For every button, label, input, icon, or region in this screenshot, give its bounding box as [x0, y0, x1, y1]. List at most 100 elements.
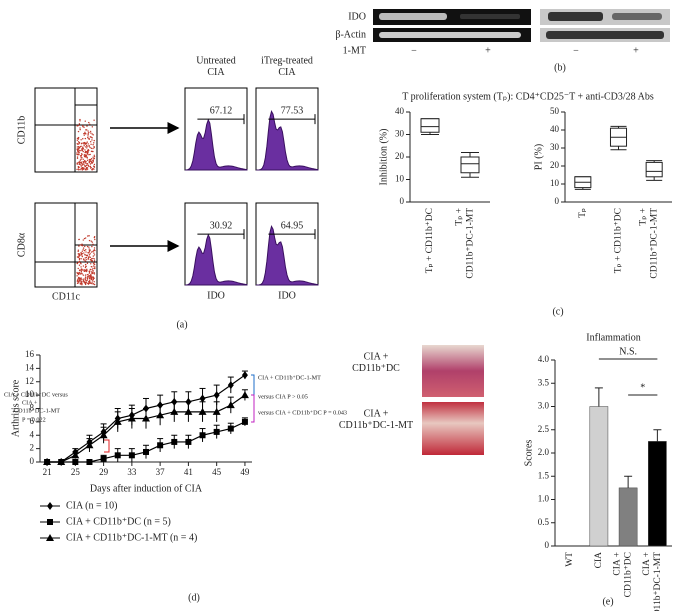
cell-dot [80, 156, 82, 158]
cell-dot [87, 251, 89, 254]
cell-dot [83, 252, 85, 254]
cell-dot [84, 274, 87, 276]
histogram [256, 225, 319, 286]
cell-dot [86, 273, 89, 276]
cell-dot [84, 263, 87, 266]
cell-dot [83, 237, 86, 240]
cell-dot [76, 157, 79, 159]
cell-dot [88, 280, 90, 283]
band [546, 31, 664, 39]
bar [618, 487, 638, 547]
cell-dot [80, 154, 83, 157]
cell-dot [89, 130, 92, 133]
y-tick-label: 30 [550, 142, 560, 152]
cell-dot [88, 246, 90, 248]
cell-dot [92, 265, 95, 267]
legend-label: CIA + CD11b⁺DC-1-MT (n = 4) [66, 532, 197, 543]
cell-dot [88, 277, 91, 280]
x-label: IDO [207, 290, 225, 301]
marker [143, 448, 149, 455]
cell-dot [85, 258, 87, 261]
cell-dot [93, 262, 95, 264]
cell-dot [91, 281, 94, 283]
cell-dot [82, 150, 84, 153]
marker [185, 438, 192, 445]
cell-dot [89, 282, 91, 284]
cell-dot [79, 120, 81, 122]
band [548, 12, 603, 21]
cell-dot [76, 152, 78, 154]
cell-dot [93, 271, 95, 274]
cell-dot [93, 163, 96, 166]
cell-dot [90, 136, 92, 138]
cell-dot [89, 167, 92, 169]
x-tick-label: CIA +CD11b⁺DC-1-MT [642, 552, 663, 611]
cell-dot [91, 150, 94, 153]
cell-dot [93, 119, 95, 121]
histogram [184, 118, 248, 171]
lane-label: + [485, 45, 491, 56]
cell-dot [78, 260, 81, 263]
cell-dot [86, 152, 89, 155]
cell-dot [80, 277, 83, 279]
x-tick-label: 21 [43, 467, 52, 477]
y-tick-label: 8 [30, 403, 35, 413]
cell-dot [93, 154, 95, 156]
cell-dot [83, 278, 85, 280]
cell-dot [90, 158, 93, 160]
cell-dot [76, 163, 79, 165]
cell-dot [85, 142, 88, 145]
cell-dot [81, 284, 83, 286]
cell-dot [76, 275, 78, 277]
band [379, 32, 521, 38]
cell-dot [77, 138, 80, 140]
cell-dot [82, 279, 85, 282]
cell-dot [84, 283, 87, 286]
cell-dot [78, 264, 81, 266]
cell-dot [93, 283, 96, 286]
cell-dot [84, 278, 87, 280]
marker [72, 459, 79, 465]
cell-dot [93, 145, 95, 148]
cell-dot [76, 271, 78, 274]
y-tick-label: 2.5 [538, 424, 550, 434]
cell-dot [92, 159, 94, 162]
cell-dot [77, 277, 80, 279]
cell-dot [77, 162, 79, 164]
cell-dot [90, 263, 92, 265]
lane-label: + [633, 45, 639, 56]
y-axis-label: Scores [523, 440, 534, 467]
annotation: N.S. [619, 346, 637, 357]
cell-dot [84, 260, 87, 262]
panel-title: T proliferation system (Tₚ): CD4⁺CD25⁻T … [402, 91, 654, 102]
cell-dot [90, 277, 93, 279]
marker [170, 407, 179, 415]
x-tick-label: Tₚ +CD11b⁺DC-1-MT [639, 208, 660, 279]
cell-dot [77, 153, 80, 156]
y-tick-label: 50 [550, 106, 560, 116]
y-tick-label: 20 [550, 160, 560, 170]
cell-dot [92, 250, 94, 253]
cell-dot [91, 139, 93, 141]
x-tick-label: 41 [184, 467, 193, 477]
cell-dot [79, 244, 81, 246]
x-tick-label: 25 [71, 467, 81, 477]
cell-dot [93, 273, 96, 275]
cell-dot [78, 161, 81, 163]
cell-dot [82, 265, 85, 267]
marker [157, 442, 164, 449]
cell-dot [89, 256, 92, 258]
cell-dot [88, 271, 91, 273]
panel-label: (a) [176, 319, 187, 330]
cell-dot [82, 158, 84, 160]
cell-dot [82, 138, 84, 140]
cell-dot [90, 282, 92, 284]
y-tick-label: 0 [555, 196, 560, 206]
cell-dot [86, 129, 88, 131]
cell-dot [85, 251, 87, 253]
legend-label: CIA (n = 10) [66, 500, 117, 511]
cell-dot [92, 270, 95, 272]
cell-dot [85, 160, 87, 163]
cell-dot [79, 159, 82, 161]
cell-dot [88, 145, 90, 147]
